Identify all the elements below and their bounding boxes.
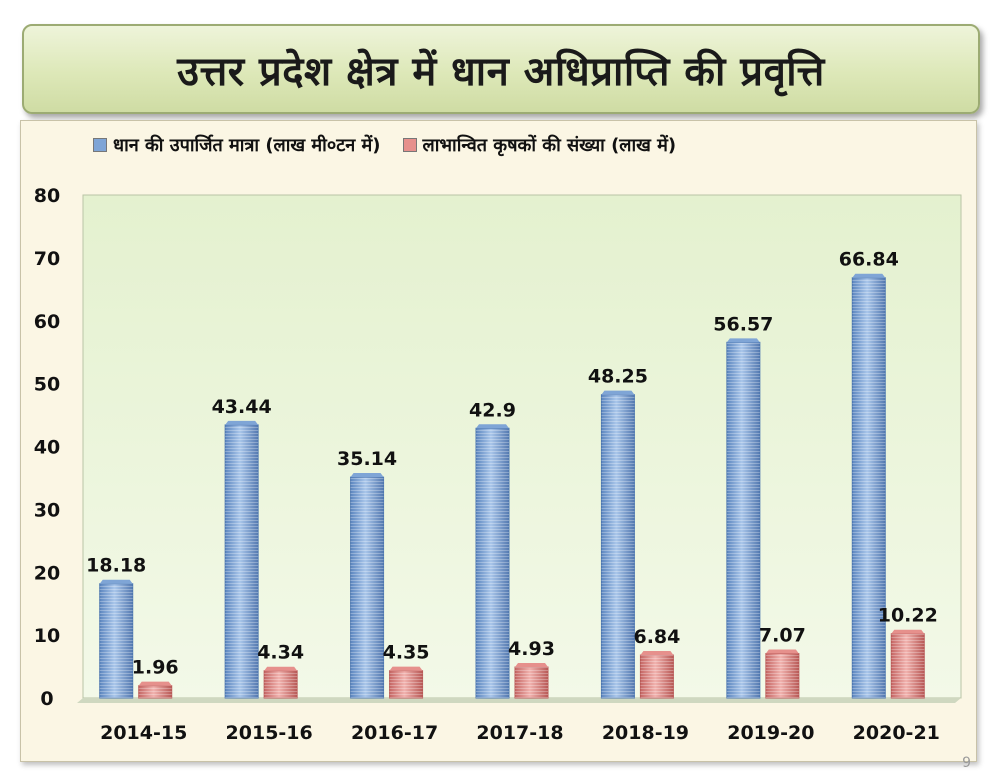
data-label: 48.25 — [588, 366, 648, 388]
y-tick-label: 30 — [34, 499, 60, 521]
bar-cap — [515, 663, 548, 668]
bar-cap — [601, 390, 635, 395]
bar-cap — [225, 420, 259, 425]
x-tick-label: 2015-16 — [226, 722, 313, 744]
x-tick-label: 2017-18 — [476, 722, 563, 744]
data-label: 35.14 — [337, 448, 397, 470]
data-label: 1.96 — [132, 657, 179, 679]
bar-texture — [765, 653, 799, 698]
page-number: 9 — [962, 755, 971, 771]
y-tick-label: 10 — [34, 625, 60, 647]
bar-cap — [891, 629, 925, 634]
legend-label-series-1: धान की उपार्जित मात्रा (लाख मी०टन में) — [113, 135, 381, 156]
legend-item-series-2: लाभान्वित कृषकों की संख्या (लाख में) — [402, 133, 677, 157]
bar-cap — [726, 338, 760, 343]
legend-swatch-series-1 — [93, 138, 107, 152]
plot-floor — [77, 698, 961, 703]
chart-panel: धान की उपार्जित मात्रा (लाख मी०टन में) ल… — [20, 120, 977, 762]
bar-texture — [640, 654, 674, 698]
bar-cap — [138, 681, 172, 686]
y-tick-label: 70 — [34, 248, 60, 270]
bar-texture — [601, 394, 635, 698]
x-tick-label: 2014-15 — [100, 722, 187, 744]
bar-cap — [389, 666, 423, 671]
bar-texture — [138, 685, 172, 698]
y-tick-label: 60 — [34, 311, 60, 333]
data-label: 4.35 — [383, 642, 430, 664]
data-label: 7.07 — [759, 625, 806, 647]
bar-cap — [264, 666, 298, 671]
x-tick-label: 2016-17 — [351, 722, 438, 744]
data-label: 42.9 — [469, 399, 516, 421]
bar-texture — [852, 277, 886, 698]
bar-cap — [99, 579, 133, 584]
bar-texture — [350, 477, 384, 698]
bar-chart: 0 10 20 30 40 50 60 70 80 2014-15 18.18 1.96 2015-16… — [34, 185, 962, 744]
bar-texture — [225, 424, 259, 698]
y-tick-label: 20 — [34, 562, 60, 584]
bar-texture — [891, 633, 925, 698]
legend-swatch-series-2 — [402, 138, 417, 152]
legend-label-series-2: लाभान्वित कृषकों की संख्या (लाख में) — [422, 135, 677, 156]
y-tick-label: 0 — [40, 688, 53, 710]
data-label: 18.18 — [86, 555, 146, 577]
title-banner: उत्तर प्रदेश क्षेत्र में धान अधिप्राप्ति… — [22, 24, 980, 114]
bar-texture — [726, 342, 760, 698]
bar-texture — [99, 583, 133, 698]
data-label: 56.57 — [713, 313, 773, 335]
y-tick-label: 40 — [34, 437, 60, 459]
bar-texture — [389, 670, 423, 698]
data-label: 10.22 — [878, 605, 938, 627]
bar-cap — [852, 273, 886, 278]
plot-area — [82, 194, 962, 699]
x-tick-label: 2020-21 — [853, 722, 940, 744]
bar-cap — [350, 473, 384, 478]
x-tick-label: 2019-20 — [727, 722, 814, 744]
bar-cap — [765, 649, 799, 654]
data-label: 66.84 — [839, 249, 899, 271]
data-label: 4.34 — [257, 642, 304, 664]
data-label: 4.93 — [508, 638, 555, 660]
bar-texture — [476, 428, 509, 698]
data-label: 43.44 — [212, 396, 272, 418]
page-title: उत्तर प्रदेश क्षेत्र में धान अधिप्राप्ति… — [177, 48, 825, 95]
x-tick-label: 2018-19 — [602, 722, 689, 744]
data-label: 6.84 — [633, 626, 680, 648]
y-tick-label: 80 — [34, 185, 60, 207]
bar-texture — [264, 670, 298, 698]
y-tick-label: 50 — [34, 374, 60, 396]
legend-item-series-1: धान की उपार्जित मात्रा (लाख मी०टन में) — [93, 133, 381, 157]
bar-cap — [476, 424, 509, 429]
chart-legend: धान की उपार्जित मात्रा (लाख मी०टन में) ल… — [93, 133, 676, 157]
bar-cap — [640, 650, 674, 655]
bar-texture — [515, 667, 548, 698]
